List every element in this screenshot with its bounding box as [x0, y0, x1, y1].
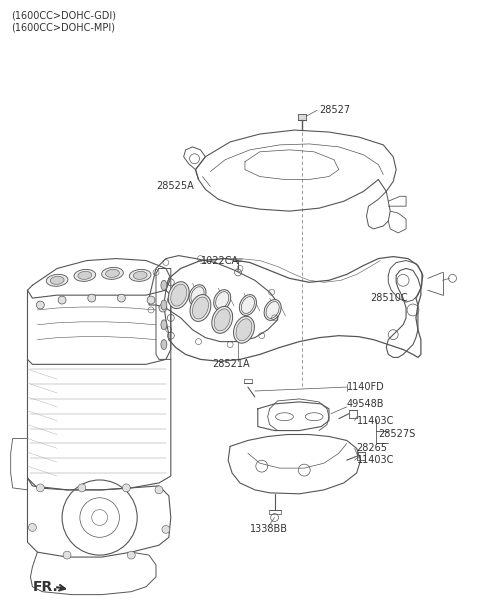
Text: (1600CC>DOHC-MPI): (1600CC>DOHC-MPI) [11, 22, 115, 32]
Circle shape [162, 525, 170, 533]
Ellipse shape [129, 269, 151, 281]
Text: 28527: 28527 [319, 105, 350, 115]
Ellipse shape [78, 271, 92, 279]
Ellipse shape [161, 320, 167, 330]
Ellipse shape [168, 282, 189, 309]
Text: 1140FD: 1140FD [347, 382, 384, 392]
Text: 28265: 28265 [357, 443, 388, 453]
Ellipse shape [234, 316, 254, 343]
Ellipse shape [50, 276, 64, 284]
Text: 28527S: 28527S [378, 429, 416, 438]
Circle shape [28, 523, 36, 531]
Ellipse shape [212, 306, 233, 333]
Text: 28525A: 28525A [156, 181, 194, 191]
Ellipse shape [189, 285, 206, 306]
Ellipse shape [161, 280, 167, 290]
Circle shape [147, 296, 155, 304]
Ellipse shape [46, 274, 68, 287]
Text: 28510C: 28510C [371, 293, 408, 303]
Text: 1338BB: 1338BB [250, 525, 288, 534]
Ellipse shape [214, 309, 230, 331]
Circle shape [122, 484, 130, 492]
Ellipse shape [102, 268, 123, 279]
Ellipse shape [190, 295, 211, 322]
Circle shape [58, 296, 66, 304]
Ellipse shape [214, 290, 231, 311]
Circle shape [88, 294, 96, 302]
Circle shape [36, 484, 44, 492]
Ellipse shape [264, 300, 281, 320]
Text: 11403C: 11403C [357, 455, 394, 465]
Ellipse shape [161, 300, 167, 310]
Circle shape [127, 551, 135, 559]
Circle shape [159, 304, 167, 312]
Circle shape [63, 551, 71, 559]
Text: FR.: FR. [33, 580, 58, 593]
Ellipse shape [240, 295, 256, 315]
Ellipse shape [192, 297, 208, 319]
Text: 49548B: 49548B [347, 399, 384, 409]
Ellipse shape [171, 284, 187, 306]
Circle shape [78, 484, 86, 492]
Circle shape [118, 294, 125, 302]
Ellipse shape [236, 319, 252, 341]
Text: 1022CA: 1022CA [201, 256, 239, 266]
Ellipse shape [133, 271, 147, 279]
Ellipse shape [74, 269, 96, 281]
Circle shape [155, 486, 163, 494]
Circle shape [36, 301, 44, 309]
Ellipse shape [106, 269, 120, 277]
Text: 28521A: 28521A [212, 359, 250, 370]
Text: (1600CC>DOHC-GDI): (1600CC>DOHC-GDI) [11, 10, 116, 20]
Text: 11403C: 11403C [357, 416, 394, 426]
Ellipse shape [161, 339, 167, 349]
